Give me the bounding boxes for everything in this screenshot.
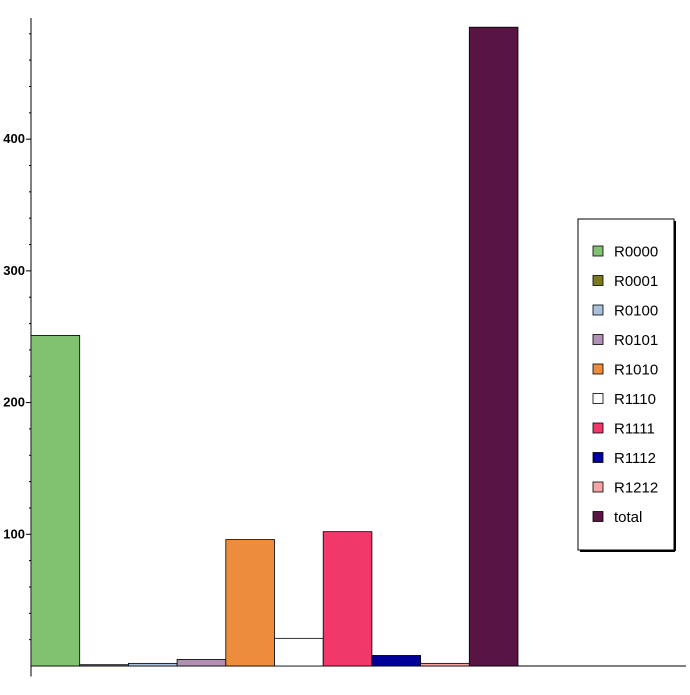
bar-r0101 [176,659,227,667]
legend-label-r0001: R0001 [614,273,658,290]
legend-swatch-r1111 [592,422,604,434]
bar-r1111 [322,531,373,667]
bars [30,26,519,667]
y-tick-label: 400 [3,131,25,146]
y-tick-label: 300 [3,263,25,278]
legend-label-total: total [614,509,642,526]
bar-r0000 [30,335,81,667]
legend-label-r0101: R0101 [614,332,658,349]
bar-total [468,26,519,667]
bar-r1110 [274,637,324,667]
legend-label-r1010: R1010 [614,362,658,379]
legend-label-r1111: R1111 [614,421,655,438]
bar-r1112 [371,655,421,667]
legend-swatch-r0101 [592,334,604,345]
legend-label-r0100: R0100 [614,303,658,320]
bar-r0100 [127,662,178,667]
bar-r1212 [420,662,470,667]
legend-label-r1212: R1212 [614,480,658,497]
y-tick-label: 200 [3,395,25,410]
legend-swatch-r1112 [592,452,604,463]
bar-r0001 [79,664,129,667]
legend-label-r1110: R1110 [614,391,656,408]
legend-label-r1112: R1112 [614,450,656,467]
legend-swatch-r1212 [592,481,604,493]
legend-label-r0000: R0000 [614,244,658,261]
legend-swatch-r0100 [592,304,604,316]
legend-swatch-r1110 [592,393,604,404]
bar-r1010 [225,539,275,667]
legend-swatch-total [592,511,604,522]
legend: R0000 R0001 R0100 R0101 R1010 R1110 R1111 R1112… [577,218,676,552]
legend-swatch-r0001 [592,275,604,286]
legend-swatch-r1010 [592,363,604,375]
legend-swatch-r0000 [592,245,604,257]
y-tick-label: 100 [3,526,25,541]
legend-box [577,218,675,551]
